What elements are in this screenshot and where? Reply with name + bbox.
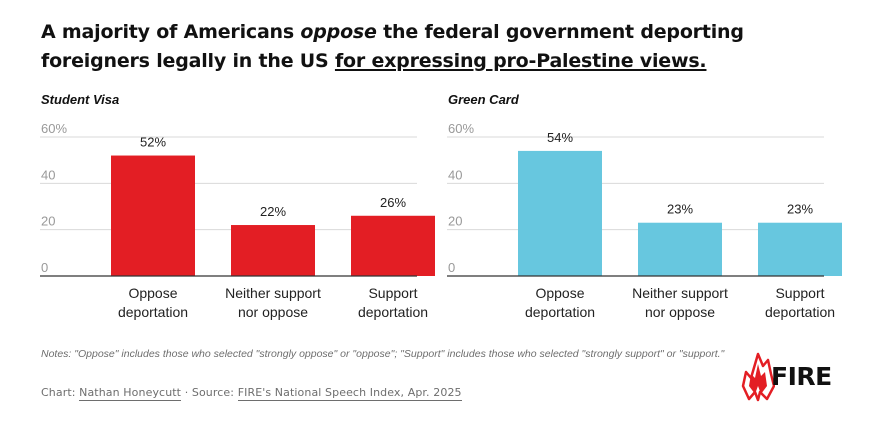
student-visa-plot: 60% 40 20 0 52% Oppose deportation 22% Neither s… [40, 121, 435, 320]
bar [231, 225, 315, 276]
y-tick-label: 60% [41, 121, 67, 136]
credit-chart-prefix: Chart: [41, 386, 80, 399]
logo-wordmark: FIRE [771, 362, 832, 391]
category-label: nor oppose [645, 304, 715, 320]
flame-logo-icon [741, 352, 775, 402]
data-label: 23% [787, 202, 813, 217]
data-label: 26% [380, 195, 406, 210]
category-label: Support [368, 285, 417, 301]
data-label: 23% [667, 202, 693, 217]
data-label: 54% [547, 130, 573, 145]
category-label: Oppose [128, 285, 177, 301]
bar [111, 155, 195, 276]
y-tick-label: 40 [41, 167, 55, 182]
data-label: 52% [140, 135, 166, 150]
headline-link[interactable]: for expressing pro-Palestine views. [334, 50, 707, 72]
source-link[interactable]: FIRE's National Speech Index, Apr. 2025 [237, 386, 462, 401]
green-card-chart: Green Card 60% 40 20 0 54% Oppose deportation 2… [447, 90, 842, 330]
y-tick-label: 0 [448, 260, 455, 275]
y-tick-label: 20 [448, 214, 462, 229]
category-label: Support [775, 285, 824, 301]
category-label: Neither support [632, 285, 728, 301]
credit-source-prefix: · Source: [181, 386, 238, 399]
bar [638, 222, 722, 276]
y-tick-label: 60% [448, 121, 474, 136]
chart-notes: Notes: "Oppose" includes those who selec… [41, 348, 725, 360]
chart-title-green-card: Green Card [448, 92, 519, 107]
category-label: deportation [118, 304, 188, 320]
y-tick-label: 0 [41, 260, 48, 275]
bar [351, 215, 435, 276]
headline-part-1: A majority of Americans [41, 21, 301, 43]
student-visa-chart: Student Visa 60% 40 20 0 52% Oppose deportatio… [40, 90, 435, 330]
chart-headline: A majority of Americans oppose the feder… [41, 18, 841, 76]
category-label: Neither support [225, 285, 321, 301]
headline-emphasis: oppose [300, 21, 377, 43]
chart-title-student-visa: Student Visa [41, 92, 120, 107]
category-label: nor oppose [238, 304, 308, 320]
category-label: deportation [765, 304, 835, 320]
category-label: Oppose [535, 285, 584, 301]
bar [758, 222, 842, 276]
bar [518, 150, 602, 276]
fire-logo: FIRE [741, 352, 851, 402]
headline-part-2: the federal government deporting foreign… [41, 21, 744, 72]
category-label: deportation [358, 304, 428, 320]
green-card-plot: 60% 40 20 0 54% Oppose deportation 23% Neither s… [447, 121, 842, 320]
y-tick-label: 20 [41, 214, 55, 229]
author-link[interactable]: Nathan Honeycutt [79, 386, 182, 401]
chart-credit: Chart: Nathan Honeycutt · Source: FIRE's… [41, 386, 462, 401]
category-label: deportation [525, 304, 595, 320]
data-label: 22% [260, 204, 286, 219]
y-tick-label: 40 [448, 167, 462, 182]
